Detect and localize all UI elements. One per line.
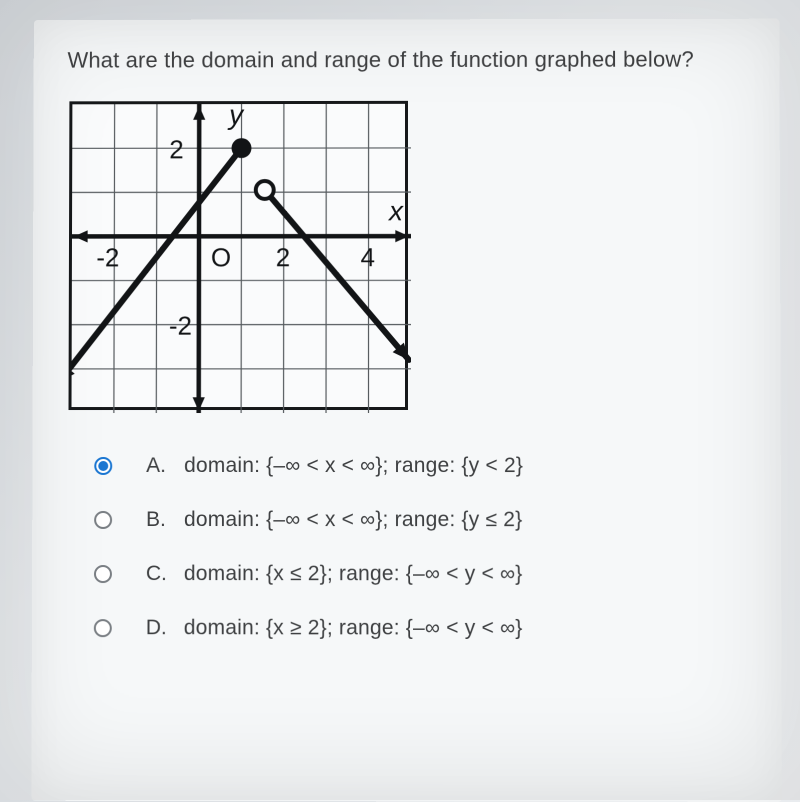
option-letter: D. bbox=[146, 616, 184, 640]
worksheet-page: What are the domain and range of the fun… bbox=[31, 19, 782, 802]
option-text: domain: {–∞ < x < ∞}; range: {y < 2} bbox=[184, 454, 523, 478]
svg-text:x: x bbox=[387, 195, 404, 226]
question-text: What are the domain and range of the fun… bbox=[68, 47, 746, 74]
option-row-b[interactable]: B.domain: {–∞ < x < ∞}; range: {y ≤ 2} bbox=[94, 508, 747, 532]
svg-text:2: 2 bbox=[276, 244, 290, 272]
radio-b[interactable] bbox=[94, 511, 112, 529]
option-letter: B. bbox=[146, 508, 184, 532]
option-row-a[interactable]: A.domain: {–∞ < x < ∞}; range: {y < 2} bbox=[94, 454, 746, 478]
option-letter: C. bbox=[146, 562, 184, 586]
svg-text:O: O bbox=[211, 244, 231, 272]
svg-text:4: 4 bbox=[361, 244, 375, 272]
svg-text:-2: -2 bbox=[96, 244, 119, 272]
graph-container: y x -2 2 4 2 -2 O bbox=[69, 101, 408, 410]
option-row-c[interactable]: C.domain: {x ≤ 2}; range: {–∞ < y < ∞} bbox=[94, 562, 747, 586]
function-graph: y x -2 2 4 2 -2 O bbox=[71, 104, 411, 413]
radio-d[interactable] bbox=[94, 619, 112, 637]
options-list: A.domain: {–∞ < x < ∞}; range: {y < 2} B.… bbox=[66, 448, 747, 641]
svg-text:y: y bbox=[227, 104, 245, 130]
option-row-d[interactable]: D.domain: {x ≥ 2}; range: {–∞ < y < ∞} bbox=[94, 616, 747, 641]
svg-text:2: 2 bbox=[169, 136, 183, 164]
option-letter: A. bbox=[146, 454, 184, 478]
option-text: domain: {x ≥ 2}; range: {–∞ < y < ∞} bbox=[184, 616, 523, 640]
option-text: domain: {x ≤ 2}; range: {–∞ < y < ∞} bbox=[184, 562, 523, 586]
radio-a[interactable] bbox=[94, 457, 112, 475]
option-text: domain: {–∞ < x < ∞}; range: {y ≤ 2} bbox=[184, 508, 522, 532]
radio-c[interactable] bbox=[94, 565, 112, 583]
svg-text:-2: -2 bbox=[169, 313, 192, 341]
